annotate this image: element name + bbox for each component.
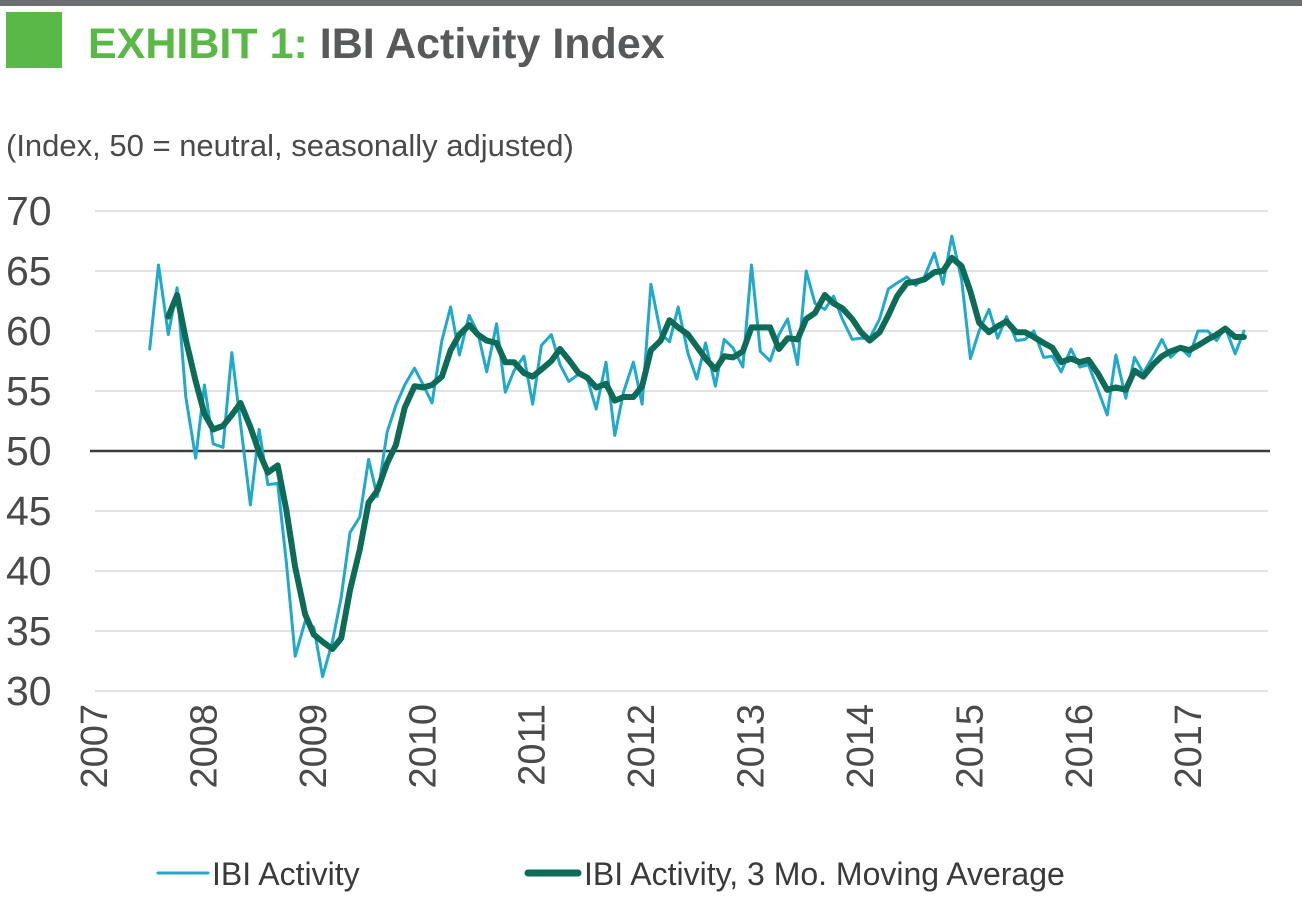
x-tick-label: 2008 [183, 704, 225, 789]
x-tick-label: 2016 [1059, 704, 1101, 789]
y-tick-label: 60 [6, 308, 52, 354]
series-lines [148, 234, 1247, 679]
x-tick-label: 2010 [402, 704, 444, 789]
accent-block [6, 12, 62, 68]
top-rule [0, 0, 1302, 6]
legend-label: IBI Activity, 3 Mo. Moving Average [584, 856, 1065, 892]
legend-label: IBI Activity [212, 856, 360, 892]
title-text: IBI Activity Index [319, 20, 665, 68]
x-axis-ticks: 2007 2008 2009 2010 2011 2012 2013 2014 2015 2016… [74, 704, 1210, 789]
exhibit-label: EXHIBIT 1: [88, 20, 308, 68]
y-tick-label: 55 [6, 368, 52, 414]
y-tick-label: 70 [6, 188, 52, 234]
y-tick-label: 35 [6, 608, 52, 654]
x-tick-label: 2011 [512, 704, 554, 786]
series-line-ibi-activity [148, 234, 1246, 679]
page-title: EXHIBIT 1: IBI Activity Index [88, 18, 665, 70]
x-tick-label: 2013 [731, 704, 773, 789]
y-tick-label: 40 [6, 548, 52, 594]
series-line-moving-average [165, 254, 1247, 652]
x-tick-label: 2017 [1168, 704, 1210, 789]
x-tick-label: 2007 [74, 704, 116, 789]
y-tick-label: 30 [6, 668, 52, 714]
x-tick-label: 2012 [621, 704, 663, 789]
y-tick-label: 45 [6, 488, 52, 534]
legend-item-ibi-activity: IBI Activity [156, 856, 360, 892]
y-tick-label: 50 [6, 428, 52, 474]
legend-item-moving-average: IBI Activity, 3 Mo. Moving Average [524, 856, 1065, 892]
x-tick-label: 2014 [840, 704, 882, 789]
chart-subtitle: (Index, 50 = neutral, seasonally adjuste… [6, 128, 574, 163]
gridlines [95, 210, 1268, 692]
legend: IBI Activity IBI Activity, 3 Mo. Moving A… [156, 856, 1065, 892]
y-axis-ticks: 30 35 40 45 50 55 60 65 70 [6, 188, 52, 714]
x-tick-label: 2015 [949, 704, 991, 789]
x-tick-label: 2009 [293, 704, 335, 789]
y-tick-label: 65 [6, 248, 52, 294]
